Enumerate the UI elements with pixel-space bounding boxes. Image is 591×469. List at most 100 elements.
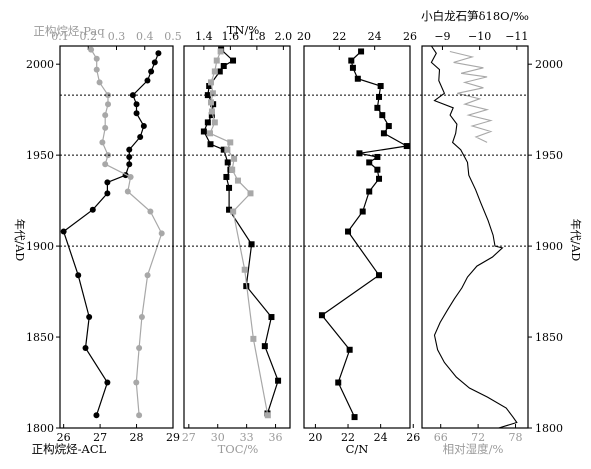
panel-3-series-1-point bbox=[359, 208, 366, 215]
panel-1-series-1-point bbox=[89, 206, 96, 213]
right-y-tick-label: 1900 bbox=[535, 240, 563, 253]
panel-3-top-tick-label: 26 bbox=[403, 30, 417, 43]
panel-4-frame bbox=[421, 45, 529, 429]
panel-1-series-1-point bbox=[75, 272, 82, 279]
panel-1-bottom-tick-label: 27 bbox=[93, 431, 107, 444]
panel-2-series-1-point bbox=[207, 141, 214, 148]
panel-3-series-1-point bbox=[376, 272, 383, 279]
panel-2-series-2-point bbox=[208, 108, 215, 115]
panel-2-series-1-point bbox=[204, 92, 211, 99]
right-y-tick-label: 2000 bbox=[535, 58, 563, 71]
panel-2-series-2-point bbox=[209, 90, 216, 97]
panel-2-bottom-label: TOC/% bbox=[218, 442, 259, 456]
right-y-axis-label: 年代/AD bbox=[569, 219, 583, 262]
panel-3-series-1-point bbox=[349, 64, 356, 71]
panel-2-series-1-point bbox=[268, 314, 275, 321]
panel-2-series-2-point bbox=[231, 155, 238, 162]
panel-4-top-tick-label: −9 bbox=[434, 30, 450, 43]
panel-4-bottom-tick-label: 66 bbox=[434, 431, 448, 444]
panel-2-series-2-point bbox=[241, 266, 248, 273]
panel-1-series-2-point bbox=[102, 112, 109, 119]
panel-1-series-1-line bbox=[62, 53, 159, 416]
panel-4-bottom-tick-label: 78 bbox=[509, 431, 523, 444]
panel-3-series-1-point bbox=[348, 57, 355, 64]
panel-1-top-tick-label: 0.2 bbox=[80, 30, 98, 43]
panel-2-series-2-point bbox=[213, 57, 220, 64]
panel-3-series-1-point bbox=[403, 143, 410, 150]
panel-2-series-2-point bbox=[211, 68, 218, 75]
panel-1-series-1-point bbox=[137, 133, 144, 140]
panel-1-series-2-point bbox=[138, 314, 145, 321]
panel-2-bottom-tick-label: 30 bbox=[211, 431, 225, 444]
panel-1-series-1-point bbox=[104, 179, 111, 186]
panel-2-series-2-point bbox=[234, 177, 241, 184]
panel-1-series-2-point bbox=[93, 66, 100, 73]
panel-2-series-1-point bbox=[248, 241, 255, 248]
panel-2-bottom-tick-label: 27 bbox=[182, 431, 196, 444]
panel-2-series-1-point bbox=[220, 146, 227, 153]
panel-1-top-label: 正构烷烃-Paq bbox=[33, 24, 105, 38]
panel-3-series-1-point bbox=[374, 104, 381, 111]
panel-2-series-2-point bbox=[224, 146, 231, 153]
panel-2-series-1-point bbox=[226, 206, 233, 213]
panel-2-series-1-point bbox=[208, 112, 215, 119]
panel-1-series-2-point bbox=[96, 79, 103, 86]
panel-1-series-1-point bbox=[155, 50, 162, 57]
panel-1-series-1-point bbox=[144, 77, 151, 84]
panel-2-series-1-point bbox=[200, 128, 207, 135]
panel-2-series-1-point bbox=[226, 184, 233, 191]
panel-3-bottom-tick-label: 26 bbox=[406, 431, 420, 444]
panel-2-top-tick-label: 1.6 bbox=[222, 30, 240, 43]
panel-1-frame bbox=[59, 45, 174, 429]
panel-2-series-2-point bbox=[247, 190, 254, 197]
panel-1-series-1-point bbox=[133, 101, 140, 108]
panel-2-top-tick-label: 1.8 bbox=[248, 30, 266, 43]
panel-1-series-2-point bbox=[99, 139, 106, 146]
panel-3-series-1-point bbox=[380, 130, 387, 137]
panel-2-series-2-point bbox=[250, 335, 257, 342]
panel-2-series-1-point bbox=[261, 343, 268, 350]
panel-2-series-1-point bbox=[204, 119, 211, 126]
panel-1-series-1-point bbox=[82, 344, 89, 351]
left-y-tick-label: 1900 bbox=[26, 240, 54, 253]
panel-1-series-2-point bbox=[102, 161, 109, 168]
panel-3-series-1-point bbox=[376, 175, 383, 182]
panel-1-series-1-point bbox=[104, 379, 111, 386]
panel-1-series-1-point bbox=[126, 161, 133, 168]
panel-2-series-1-point bbox=[224, 159, 231, 166]
panel-3-series-1-point bbox=[346, 346, 353, 353]
panel-2-series-1-point bbox=[223, 173, 230, 180]
right-y-tick-label: 1950 bbox=[535, 149, 563, 162]
panel-2-series-2-point bbox=[207, 79, 214, 86]
panel-1-series-1-point bbox=[148, 68, 155, 75]
panel-1-series-1-point bbox=[126, 153, 133, 160]
panel-1-bottom-label: 正构烷烃-ACL bbox=[32, 442, 107, 456]
panel-2-series-1-point bbox=[216, 68, 223, 75]
panel-2-series-2-point bbox=[207, 99, 214, 106]
left-y-tick-label: 1950 bbox=[26, 149, 54, 162]
panel-1-top-tick-label: 0.3 bbox=[108, 30, 126, 43]
panel-3-series-1-point bbox=[335, 379, 342, 386]
panel-1-series-2-point bbox=[158, 230, 165, 237]
panel-1-series-1-point bbox=[126, 146, 133, 153]
panel-3-frame bbox=[303, 45, 411, 429]
left-y-tick-label: 2000 bbox=[26, 58, 54, 71]
panel-2-series-2-point bbox=[207, 130, 214, 137]
panel-1-series-2-point bbox=[124, 188, 131, 195]
panel-3-bottom-label: C/N bbox=[346, 442, 369, 456]
panel-3-series-1-line bbox=[321, 51, 409, 418]
panel-1-series-2-point bbox=[136, 344, 143, 351]
panel-4-top-tick-label: −11 bbox=[505, 30, 528, 43]
panel-2-series-2-point bbox=[229, 166, 236, 173]
panel-3-series-1-point bbox=[351, 414, 358, 421]
panel-1-series-2-point bbox=[88, 46, 95, 53]
panel-3-series-1-point bbox=[385, 123, 392, 130]
panel-3-series-1-point bbox=[354, 75, 361, 82]
panel-2-series-2-point bbox=[227, 139, 234, 146]
panel-2-series-2-point bbox=[211, 119, 218, 126]
panel-4-series-1-line bbox=[449, 50, 493, 143]
right-y-tick-label: 1800 bbox=[535, 422, 563, 435]
panel-3-series-1-point bbox=[374, 166, 381, 173]
left-y-tick-label: 1850 bbox=[26, 331, 54, 344]
panel-1-series-2-point bbox=[127, 173, 134, 180]
